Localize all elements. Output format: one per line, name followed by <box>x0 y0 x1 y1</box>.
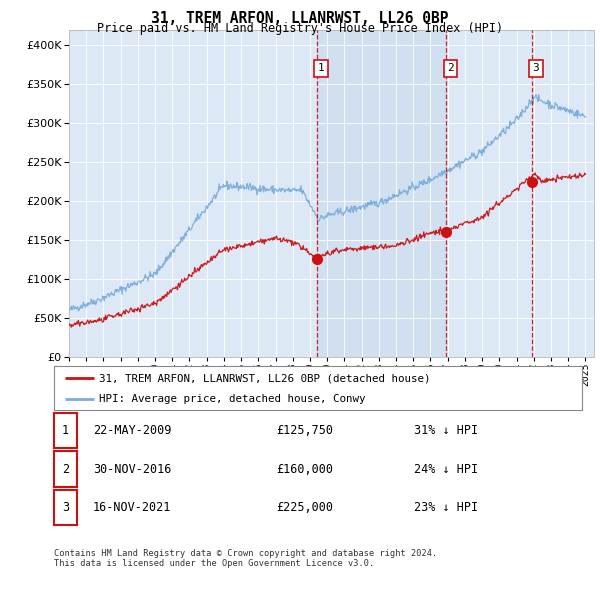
Text: This data is licensed under the Open Government Licence v3.0.: This data is licensed under the Open Gov… <box>54 559 374 568</box>
Text: 30-NOV-2016: 30-NOV-2016 <box>93 463 172 476</box>
Text: 31, TREM ARFON, LLANRWST, LL26 0BP: 31, TREM ARFON, LLANRWST, LL26 0BP <box>151 11 449 25</box>
Text: HPI: Average price, detached house, Conwy: HPI: Average price, detached house, Conw… <box>99 394 365 404</box>
Text: 1: 1 <box>317 64 324 74</box>
Text: 31% ↓ HPI: 31% ↓ HPI <box>414 424 478 437</box>
Text: 23% ↓ HPI: 23% ↓ HPI <box>414 501 478 514</box>
Text: 2: 2 <box>447 64 454 74</box>
Text: 1: 1 <box>62 424 69 437</box>
Text: 31, TREM ARFON, LLANRWST, LL26 0BP (detached house): 31, TREM ARFON, LLANRWST, LL26 0BP (deta… <box>99 373 430 383</box>
Bar <box>317 30 446 357</box>
Text: 3: 3 <box>532 64 539 74</box>
Text: Contains HM Land Registry data © Crown copyright and database right 2024.: Contains HM Land Registry data © Crown c… <box>54 549 437 558</box>
Text: £125,750: £125,750 <box>276 424 333 437</box>
Text: 24% ↓ HPI: 24% ↓ HPI <box>414 463 478 476</box>
Text: 16-NOV-2021: 16-NOV-2021 <box>93 501 172 514</box>
Text: 3: 3 <box>62 501 69 514</box>
Text: 22-MAY-2009: 22-MAY-2009 <box>93 424 172 437</box>
Text: £160,000: £160,000 <box>276 463 333 476</box>
Text: £225,000: £225,000 <box>276 501 333 514</box>
Text: Price paid vs. HM Land Registry's House Price Index (HPI): Price paid vs. HM Land Registry's House … <box>97 22 503 35</box>
Text: 2: 2 <box>62 463 69 476</box>
